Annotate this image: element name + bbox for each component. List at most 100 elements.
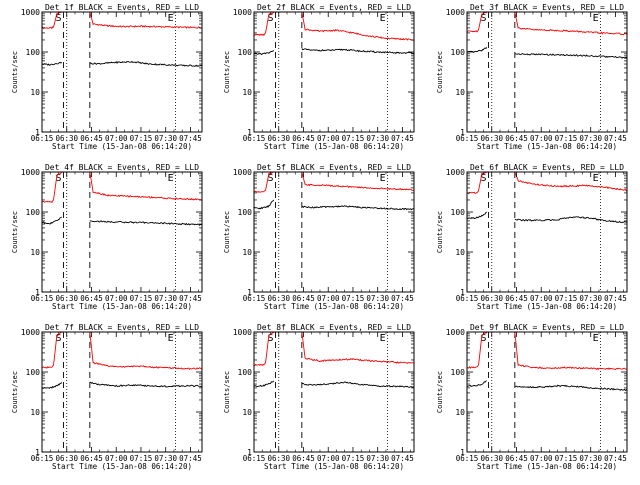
- y-tick-label: 1000: [446, 328, 465, 337]
- x-tick-label: 07:45: [391, 454, 414, 463]
- events-series-line: [41, 61, 63, 66]
- y-tick-label: 1000: [446, 8, 465, 17]
- y-tick-label: 1000: [233, 328, 252, 337]
- y-tick-label: 1: [460, 448, 465, 457]
- y-tick-label: 1000: [233, 8, 252, 17]
- start-marker-label: S: [267, 333, 273, 344]
- y-tick-label: 1: [247, 288, 252, 297]
- events-series-line: [41, 382, 63, 389]
- plot-frame: [466, 11, 628, 133]
- x-tick-label: 06:45: [80, 134, 103, 143]
- events-series-line: [301, 205, 415, 211]
- events-series-line: [253, 199, 275, 210]
- lld-series-line: [514, 331, 628, 371]
- x-tick-label: 06:15: [31, 454, 54, 463]
- x-tick-label: 06:45: [505, 454, 528, 463]
- x-tick-label: 07:15: [130, 134, 153, 143]
- y-tick-label: 10: [242, 248, 252, 257]
- x-tick-label: 06:15: [456, 454, 479, 463]
- x-tick-label: 07:15: [555, 454, 578, 463]
- lld-series-line: [301, 331, 415, 364]
- x-tick-label: 07:00: [317, 294, 340, 303]
- x-tick-label: 07:30: [154, 454, 177, 463]
- chart-title: Det 5f BLACK = Events, RED = LLD: [257, 163, 411, 172]
- x-tick-label: 06:45: [292, 454, 315, 463]
- x-tick-label: 07:00: [530, 134, 553, 143]
- x-tick-label: 07:45: [179, 134, 202, 143]
- y-tick-label: 1: [460, 128, 465, 137]
- x-tick-label: 07:15: [342, 294, 365, 303]
- y-axis-label: Counts/sec: [436, 211, 444, 253]
- y-axis-label: Counts/sec: [11, 211, 19, 253]
- end-marker-label: E: [380, 13, 386, 24]
- y-tick-label: 10: [455, 408, 465, 417]
- events-series-line: [89, 381, 203, 388]
- x-axis-label: Start Time (15-Jan-08 06:14:20): [264, 462, 404, 471]
- chart-title: Det 2f BLACK = Events, RED = LLD: [257, 3, 411, 12]
- y-axis-label: Counts/sec: [436, 51, 444, 93]
- end-marker-label: E: [380, 173, 386, 184]
- x-tick-label: 07:00: [317, 134, 340, 143]
- x-axis-label: Start Time (15-Jan-08 06:14:20): [477, 462, 617, 471]
- plot-frame: [253, 11, 415, 133]
- y-axis-label: Counts/sec: [11, 371, 19, 413]
- x-axis-label: Start Time (15-Jan-08 06:14:20): [52, 142, 192, 151]
- end-marker-label: E: [380, 333, 386, 344]
- x-tick-label: 06:15: [456, 134, 479, 143]
- y-tick-label: 1: [247, 448, 252, 457]
- x-tick-label: 06:30: [480, 134, 503, 143]
- y-tick-label: 100: [238, 208, 253, 217]
- events-series-line: [301, 381, 414, 388]
- y-tick-label: 100: [26, 368, 41, 377]
- x-axis-label: Start Time (15-Jan-08 06:14:20): [264, 142, 404, 151]
- y-tick-label: 10: [30, 248, 40, 257]
- x-tick-label: 07:15: [555, 294, 578, 303]
- y-tick-label: 1: [35, 288, 40, 297]
- start-marker-label: S: [55, 173, 61, 184]
- x-tick-label: 06:30: [55, 294, 78, 303]
- lld-series-line: [301, 11, 415, 41]
- lld-series-line: [514, 172, 628, 192]
- y-tick-label: 1: [35, 448, 40, 457]
- y-axis-label: Counts/sec: [11, 51, 19, 93]
- y-tick-label: 10: [30, 88, 40, 97]
- events-series-line: [89, 220, 203, 226]
- x-tick-label: 07:30: [154, 294, 177, 303]
- lld-series-line: [42, 331, 63, 369]
- x-tick-label: 07:45: [179, 294, 202, 303]
- y-axis-label: Counts/sec: [223, 371, 231, 413]
- start-marker-label: S: [55, 13, 61, 24]
- x-tick-label: 07:15: [130, 294, 153, 303]
- x-axis-label: Start Time (15-Jan-08 06:14:20): [477, 302, 617, 311]
- x-tick-label: 06:45: [292, 134, 315, 143]
- x-tick-label: 06:30: [267, 134, 290, 143]
- chart-title: Det 6f BLACK = Events, RED = LLD: [470, 163, 624, 172]
- x-axis-label: Start Time (15-Jan-08 06:14:20): [52, 462, 192, 471]
- x-tick-label: 06:15: [243, 454, 266, 463]
- y-tick-label: 1: [460, 288, 465, 297]
- x-tick-label: 07:30: [154, 134, 177, 143]
- events-series-line: [514, 216, 628, 224]
- end-marker-label: E: [168, 13, 174, 24]
- x-axis-label: Start Time (15-Jan-08 06:14:20): [477, 142, 617, 151]
- lld-series-line: [514, 11, 628, 36]
- x-tick-label: 06:30: [480, 454, 503, 463]
- y-tick-label: 10: [242, 408, 252, 417]
- events-series-line: [514, 384, 628, 392]
- end-marker-label: E: [593, 173, 599, 184]
- y-tick-label: 1000: [446, 168, 465, 177]
- x-tick-label: 07:00: [105, 134, 128, 143]
- x-tick-label: 07:30: [579, 294, 602, 303]
- plot-frame: [466, 171, 628, 293]
- chart-title: Det 8f BLACK = Events, RED = LLD: [257, 323, 411, 332]
- start-marker-label: S: [480, 333, 486, 344]
- chart-title: Det 7f BLACK = Events, RED = LLD: [45, 323, 199, 332]
- x-tick-label: 06:15: [456, 294, 479, 303]
- plot-frame: [41, 331, 203, 453]
- events-series-line: [514, 52, 628, 59]
